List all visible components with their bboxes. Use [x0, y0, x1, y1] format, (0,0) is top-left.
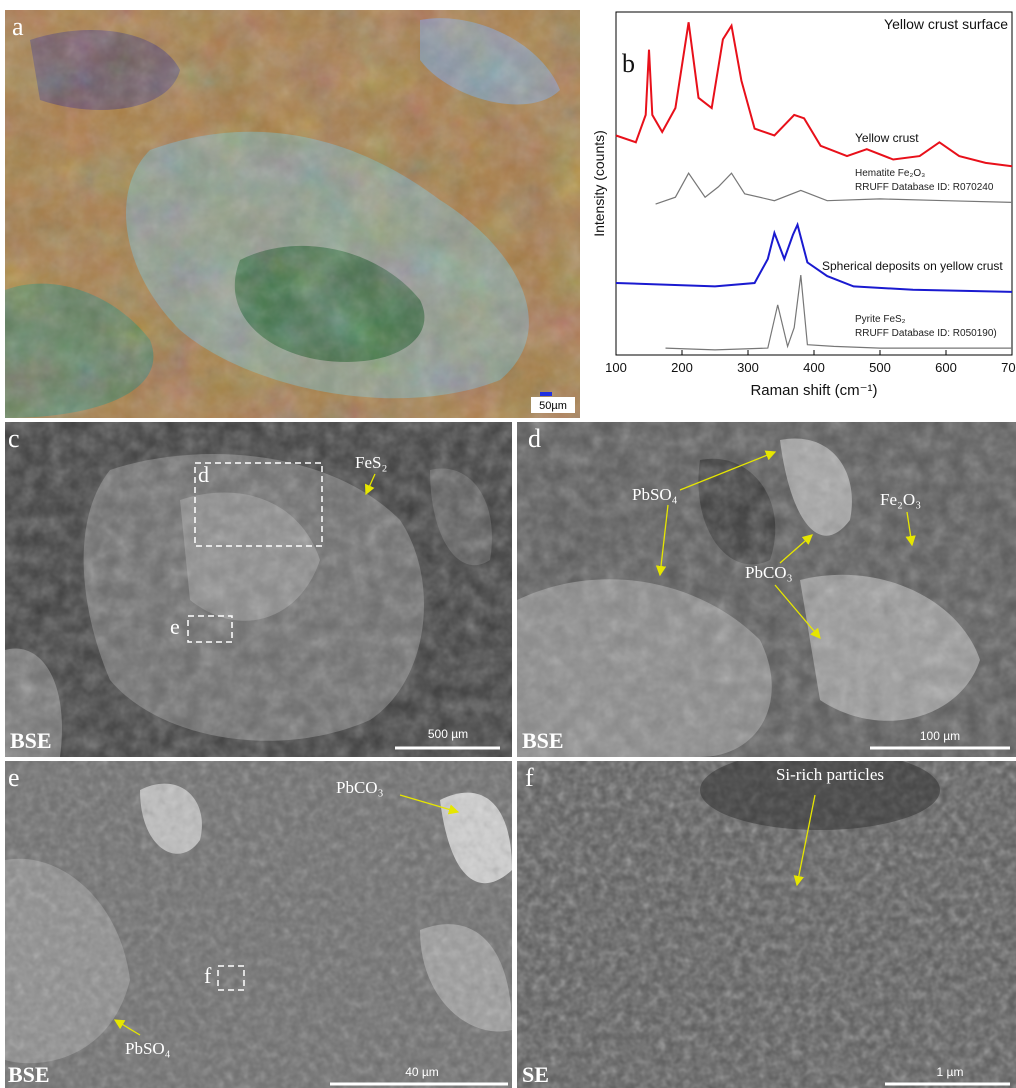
annotation: e — [170, 614, 180, 639]
mode-label: BSE — [522, 728, 564, 753]
panel-label: d — [528, 424, 541, 453]
annotation: PbSO₄ — [632, 485, 678, 504]
chart-title: Yellow crust surface — [884, 16, 1008, 32]
annotation: d — [198, 462, 209, 487]
series-label: Yellow crust — [855, 131, 919, 145]
image-d — [517, 422, 1016, 757]
spectrum — [616, 22, 1012, 166]
panel-label: b — [622, 49, 635, 78]
annotation: FeS₂ — [355, 453, 387, 472]
panel-label: f — [525, 763, 534, 792]
annotation: f — [204, 963, 212, 988]
panel-label: e — [8, 763, 20, 792]
chart-b: 100 200 300 400 500 600 700 Raman shift (cm⁻¹) I… — [591, 16, 1016, 399]
x-tick-label: 700 — [1001, 360, 1016, 375]
figure: a 50µm 100 200 300 400 500 600 700 Raman shift … — [0, 0, 1016, 1088]
series-label: Spherical deposits on yellow crust — [822, 259, 1003, 273]
scale-text: 500 µm — [428, 727, 468, 741]
scale-text: 1 µm — [937, 1065, 964, 1079]
annotation: PbCO₃ — [336, 778, 384, 797]
x-tick-label: 200 — [671, 360, 693, 375]
scale-bar — [540, 392, 552, 396]
mode-label: BSE — [10, 728, 52, 753]
scale-text: 100 µm — [920, 729, 960, 743]
x-axis-label: Raman shift (cm⁻¹) — [750, 382, 877, 399]
series-reference: RRUFF Database ID: R070240 — [855, 182, 994, 193]
series-label: Pyrite FeS₂ — [855, 314, 906, 325]
x-tick-label: 300 — [737, 360, 759, 375]
mode-label: SE — [522, 1062, 549, 1087]
series-reference: RRUFF Database ID: R050190) — [855, 328, 997, 339]
scale-text: 50µm — [539, 400, 567, 412]
annotation: PbCO₃ — [745, 563, 793, 582]
image-f — [517, 750, 1016, 1088]
annotation: Fe₂O₃ — [880, 490, 921, 509]
panel-label: c — [8, 424, 20, 453]
series-label: Hematite Fe₂O₃ — [855, 168, 925, 179]
image-c — [5, 422, 512, 757]
x-tick-label: 500 — [869, 360, 891, 375]
panel-label: a — [12, 12, 24, 41]
y-axis-label: Intensity (counts) — [591, 130, 607, 237]
mode-label: BSE — [8, 1062, 50, 1087]
annotation: PbSO₄ — [125, 1039, 171, 1058]
photo-a — [5, 10, 580, 418]
image-e — [5, 761, 512, 1088]
x-tick-label: 400 — [803, 360, 825, 375]
x-tick-label: 100 — [605, 360, 627, 375]
annotation: Si-rich particles — [776, 765, 884, 784]
scale-text: 40 µm — [405, 1065, 439, 1079]
x-tick-label: 600 — [935, 360, 957, 375]
page: {"panels":{ "a":{"label":"a","scale_bar"… — [0, 0, 1016, 1088]
